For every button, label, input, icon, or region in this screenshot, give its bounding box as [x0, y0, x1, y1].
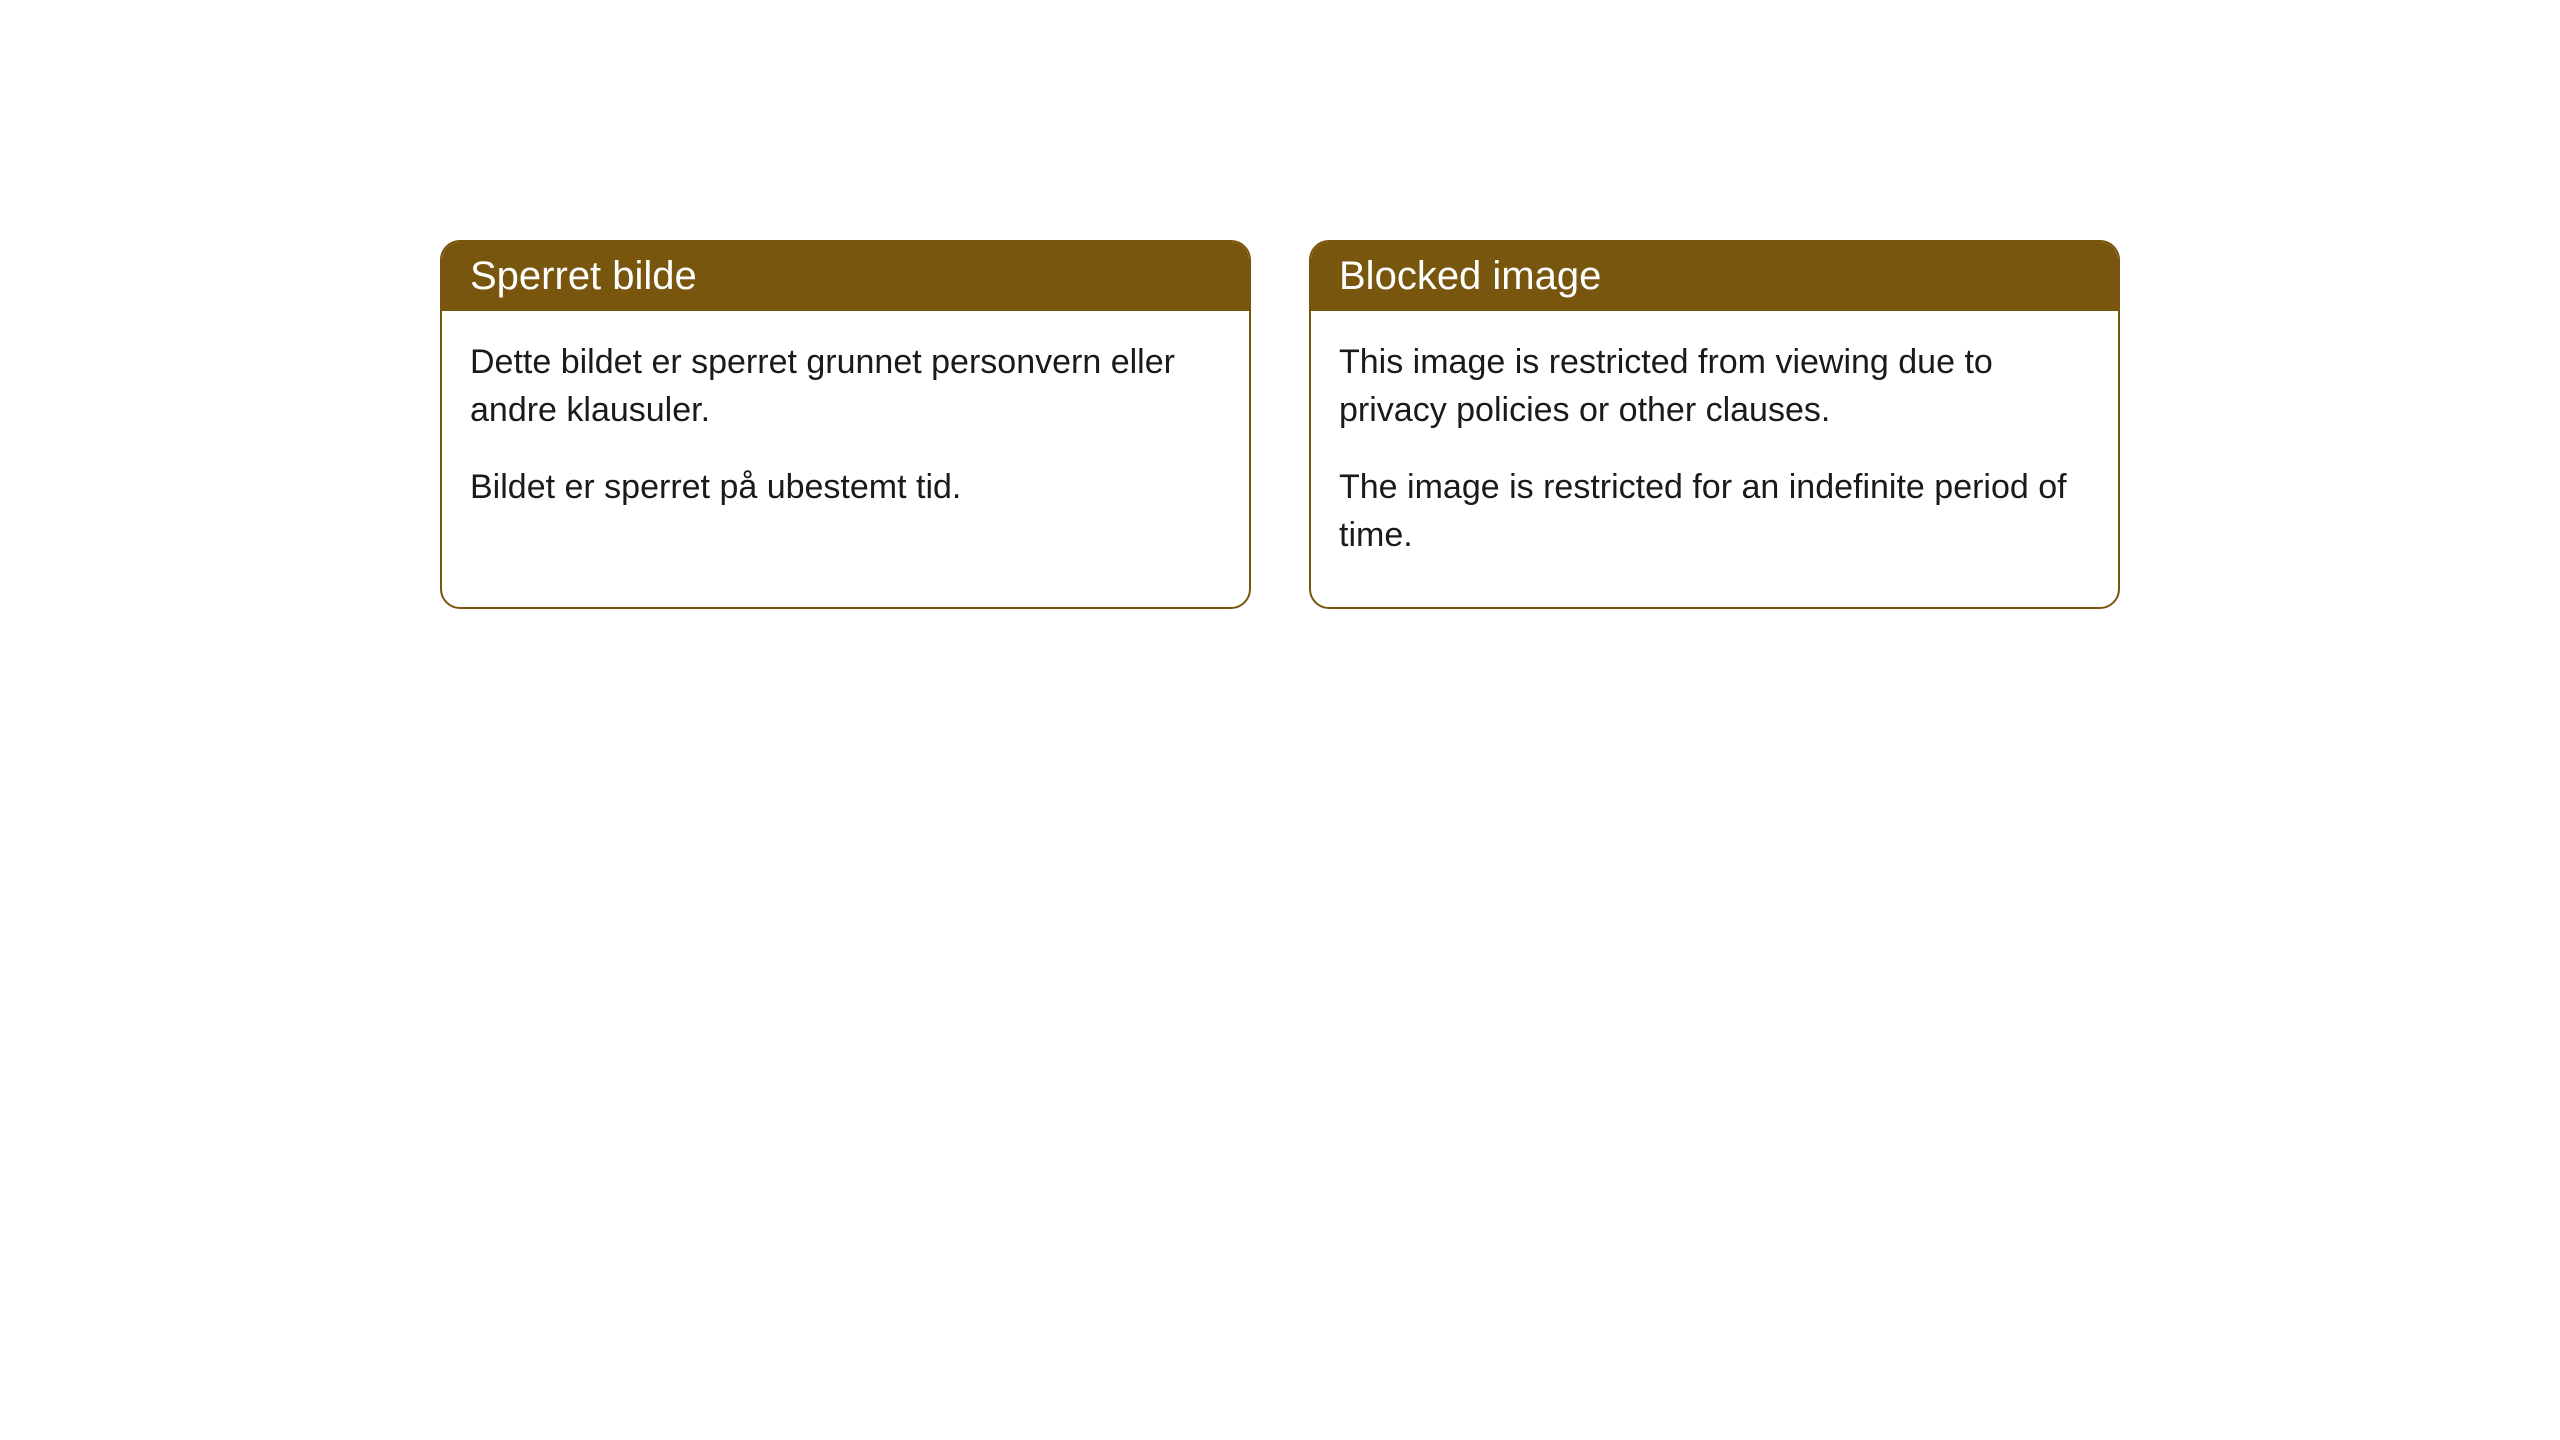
card-text-norwegian-1: Dette bildet er sperret grunnet personve… [470, 339, 1221, 434]
card-text-english-1: This image is restricted from viewing du… [1339, 339, 2090, 434]
card-body-norwegian: Dette bildet er sperret grunnet personve… [442, 311, 1249, 560]
notice-cards-container: Sperret bilde Dette bildet er sperret gr… [440, 240, 2120, 609]
card-body-english: This image is restricted from viewing du… [1311, 311, 2118, 607]
card-header-norwegian: Sperret bilde [442, 242, 1249, 311]
card-header-english: Blocked image [1311, 242, 2118, 311]
card-text-norwegian-2: Bildet er sperret på ubestemt tid. [470, 464, 1221, 512]
card-text-english-2: The image is restricted for an indefinit… [1339, 464, 2090, 559]
notice-card-norwegian: Sperret bilde Dette bildet er sperret gr… [440, 240, 1251, 609]
notice-card-english: Blocked image This image is restricted f… [1309, 240, 2120, 609]
